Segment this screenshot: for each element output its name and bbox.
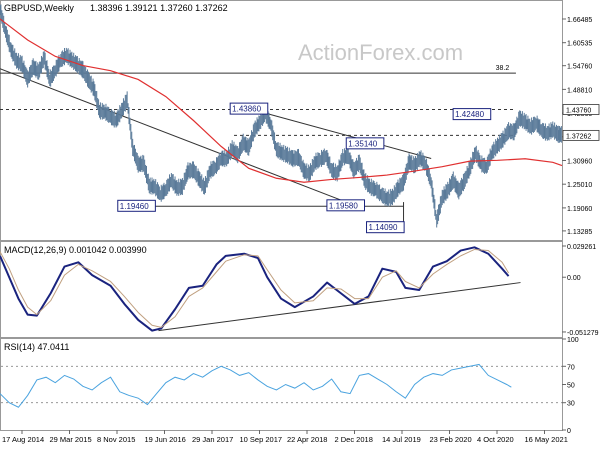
x-axis-label: 23 Feb 2020 bbox=[430, 435, 472, 444]
level-label-box bbox=[452, 108, 492, 121]
macd-trend-line bbox=[158, 282, 521, 332]
x-axis-label: 29 Jan 2017 bbox=[192, 435, 233, 444]
signal-line bbox=[0, 248, 509, 328]
watermark: ActionForex.com bbox=[298, 40, 463, 65]
rsi-tick-label: 100 bbox=[567, 337, 579, 344]
axes: 1.664851.605351.547601.488101.428601.369… bbox=[2, 17, 600, 444]
level-label-box bbox=[326, 199, 366, 212]
macd-title: MACD(12,26,9) 0.001042 0.003990 bbox=[4, 245, 147, 255]
x-axis-label: 8 Nov 2015 bbox=[97, 435, 135, 444]
x-axis-label: 10 Sep 2017 bbox=[240, 435, 283, 444]
macd-tick-label: -0.051279 bbox=[567, 330, 599, 337]
price-tick-label: 1.13285 bbox=[567, 229, 592, 236]
level-label: 1.19460 bbox=[120, 202, 149, 211]
x-axis-label: 4 Oct 2020 bbox=[477, 435, 514, 444]
x-axis-label: 14 Jul 2019 bbox=[382, 435, 421, 444]
price-tag-box bbox=[562, 104, 600, 115]
rsi-title: RSI(14) 47.0411 bbox=[4, 342, 69, 352]
price-tick-label: 1.54760 bbox=[567, 64, 592, 71]
ohlc-readout: 1.38396 1.39121 1.37260 1.37262 bbox=[90, 3, 228, 13]
price-tick-label: 1.30960 bbox=[567, 158, 592, 165]
symbol-title: GBPUSD,Weekly bbox=[4, 3, 74, 13]
level-label: 1.35140 bbox=[348, 139, 377, 148]
macd-panel-frame bbox=[0, 241, 563, 338]
price-tag-box bbox=[562, 129, 600, 141]
price-tag: 1.43760 bbox=[566, 108, 591, 115]
macd-tick-label: 0.00 bbox=[567, 275, 581, 282]
level-label-box bbox=[345, 137, 385, 150]
x-axis-label: 22 Apr 2018 bbox=[287, 435, 327, 444]
macd-tick-label: 0.029261 bbox=[567, 244, 596, 251]
macd-panel bbox=[0, 246, 521, 332]
level-label: 1.19580 bbox=[329, 201, 358, 210]
price-tag: 1.37262 bbox=[566, 133, 591, 140]
x-axis-label: 19 Jun 2016 bbox=[145, 435, 186, 444]
price-tick-label: 1.48810 bbox=[567, 87, 592, 94]
level-label: 1.14090 bbox=[369, 223, 398, 232]
price-tick-label: 1.19060 bbox=[567, 206, 592, 213]
sma-line bbox=[0, 18, 563, 183]
price-tick-label: 1.60535 bbox=[567, 41, 592, 48]
price-panel-frame bbox=[0, 0, 563, 241]
price-panel: 1.43860 1.19460 1.19580 1.14090 1.35140 1.424… bbox=[0, 4, 563, 234]
macd-line bbox=[0, 246, 510, 332]
level-label-box bbox=[229, 102, 269, 115]
rsi-line bbox=[0, 363, 512, 408]
level-label-box bbox=[117, 199, 156, 212]
x-axis-label: 2 Dec 2018 bbox=[335, 435, 373, 444]
rsi-tick-label: 30 bbox=[567, 401, 575, 408]
rsi-tick-label: 0 bbox=[567, 428, 571, 435]
rsi-panel bbox=[0, 363, 562, 408]
rsi-tick-label: 70 bbox=[567, 364, 575, 371]
x-axis-label: 29 Mar 2015 bbox=[50, 435, 92, 444]
level-label: 1.43860 bbox=[232, 105, 261, 114]
price-tick-label: 1.25010 bbox=[567, 182, 592, 189]
level-label: 1.42480 bbox=[455, 110, 484, 119]
price-tick-label: 1.66485 bbox=[567, 17, 592, 24]
level-label-box bbox=[366, 221, 405, 234]
fib-label: 38.2 bbox=[496, 65, 510, 72]
x-axis-label: 16 May 2021 bbox=[525, 435, 568, 444]
x-axis-label: 17 Aug 2014 bbox=[2, 435, 44, 444]
rsi-tick-label: 50 bbox=[567, 383, 575, 390]
price-trend-line bbox=[0, 68, 365, 210]
